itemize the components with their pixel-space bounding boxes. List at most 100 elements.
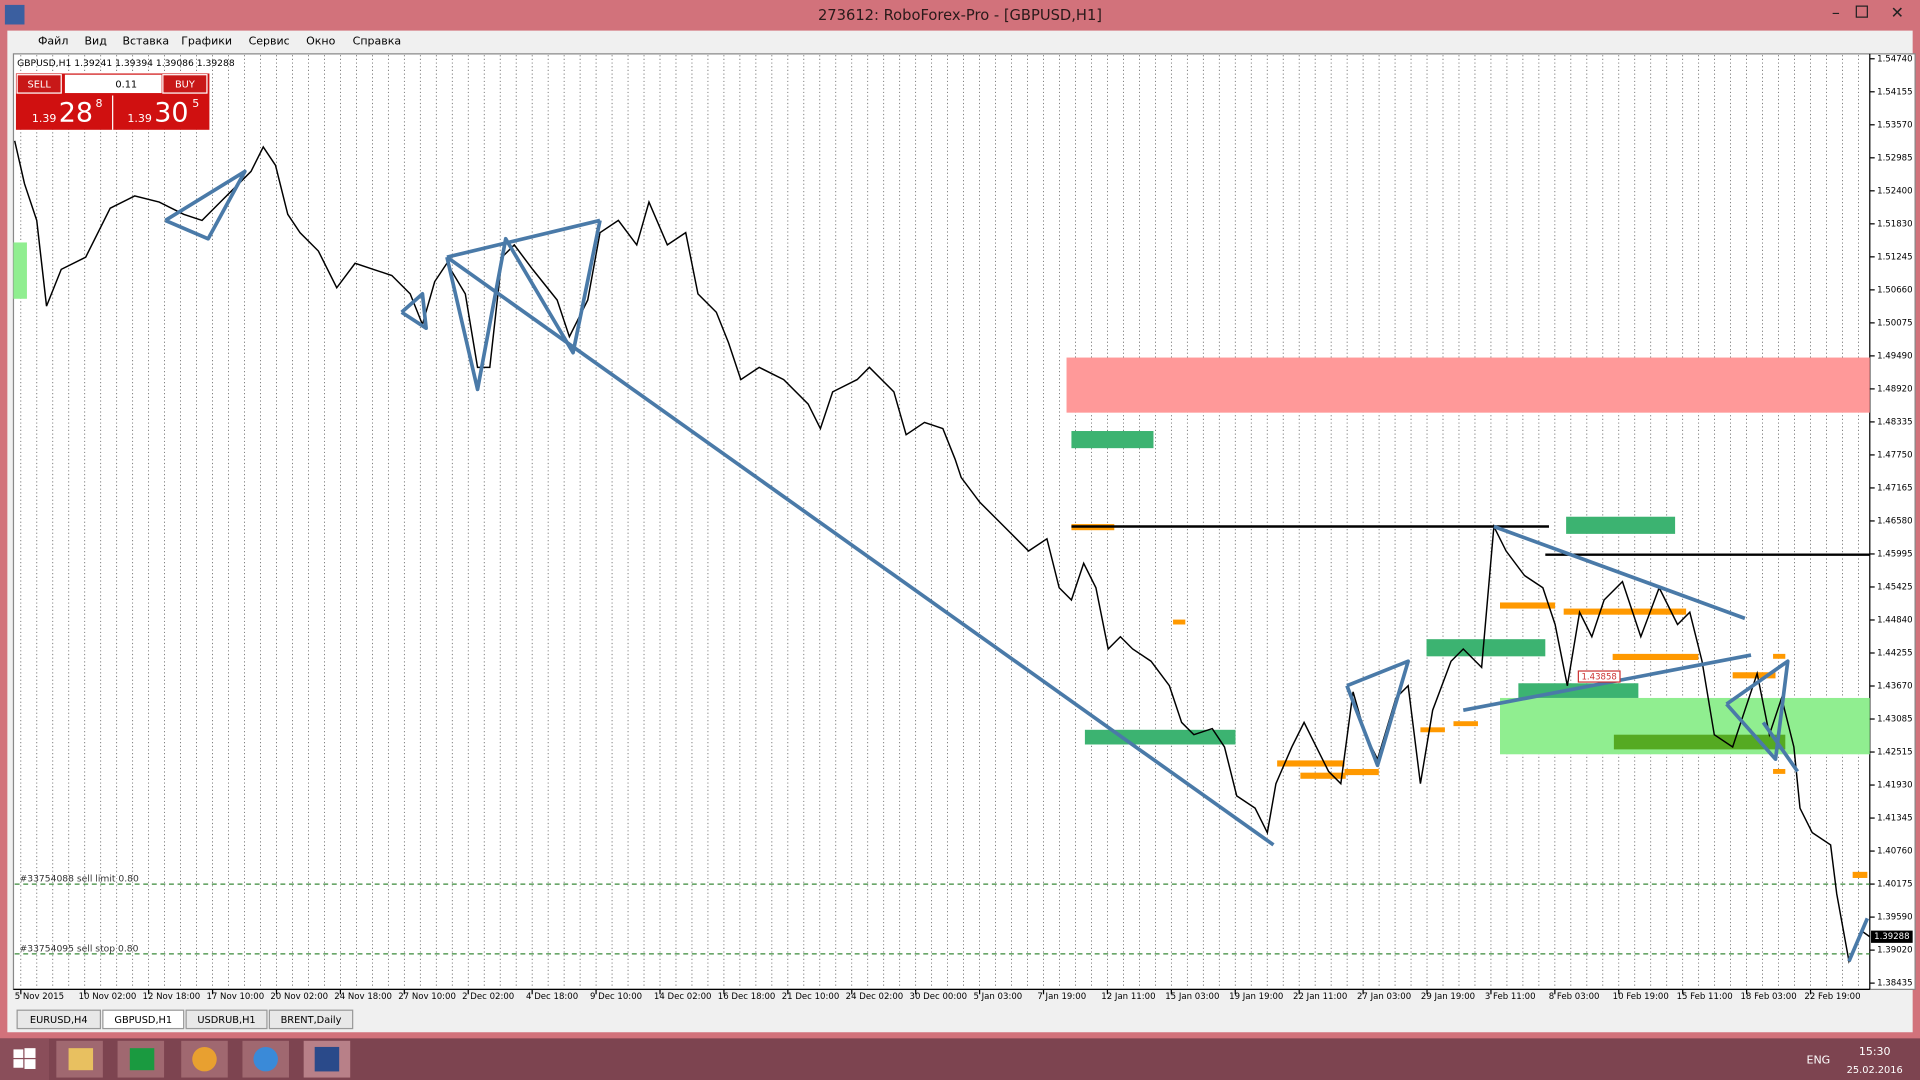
mt-icon <box>314 1046 340 1072</box>
date-label: 5 Nov 2015 <box>15 992 64 1002</box>
ask-small: 5 <box>192 97 199 110</box>
price-label: 1.48335 <box>1877 417 1912 427</box>
date-label: 8 Feb 03:00 <box>1549 992 1600 1002</box>
marker-box <box>1577 670 1621 683</box>
menu-item[interactable]: Справка <box>353 35 402 48</box>
zone-marker <box>13 242 27 299</box>
date-label: 22 Jan 11:00 <box>1293 992 1347 1002</box>
buy-button[interactable] <box>162 74 208 94</box>
menu-item[interactable]: Окно <box>306 35 336 48</box>
app-icon <box>4 4 25 25</box>
date-label: 24 Nov 18:00 <box>334 992 392 1002</box>
tab-label: USDRUB,H1 <box>197 1015 255 1026</box>
chart-header: GBPUSD,H1 1.39241 1.39394 1.39086 1.3928… <box>17 58 235 69</box>
menu-item[interactable]: Файл <box>38 35 68 48</box>
date-label: 9 Dec 10:00 <box>590 992 642 1002</box>
price-line <box>13 140 1871 964</box>
tab-label: BRENT,Daily <box>281 1015 342 1026</box>
menu-bar: Файл Вид Вставка Графики Сервис Окно Справка <box>38 35 401 48</box>
lot-value: 0.11 <box>115 79 137 90</box>
date-label: 5 Jan 03:00 <box>973 992 1022 1002</box>
sell-label: SELL <box>28 79 52 90</box>
bid-main: 28 <box>59 97 93 128</box>
menu-item[interactable]: Сервис <box>249 35 290 48</box>
price-label: 1.44840 <box>1877 615 1912 625</box>
price-label: 1.49490 <box>1877 351 1912 361</box>
trade-panel: SELL 0.11 BUY 1.39 28 8 1.39 30 5 <box>15 73 210 130</box>
date-label: 18 Feb 03:00 <box>1740 992 1796 1002</box>
price-label: 1.40175 <box>1877 880 1912 890</box>
date-label: 16 Dec 18:00 <box>718 992 776 1002</box>
price-label: 1.46580 <box>1877 516 1912 526</box>
time-axis: 5 Nov 2015 10 Nov 02:00 12 Nov 18:00 17 Nov… <box>15 989 1861 1002</box>
ask-big: 1.39 <box>127 112 152 125</box>
date-label: 15 Feb 11:00 <box>1677 992 1733 1002</box>
date-label: 12 Jan 11:00 <box>1101 992 1155 1002</box>
date-label: 10 Nov 02:00 <box>79 992 137 1002</box>
price-label: 1.45425 <box>1877 582 1912 592</box>
date-label: 21 Dec 10:00 <box>782 992 840 1002</box>
price-label: 1.39590 <box>1877 913 1912 923</box>
price-label: 1.53570 <box>1877 120 1912 130</box>
menu-item[interactable]: Вид <box>84 35 107 48</box>
bid-big: 1.39 <box>32 112 57 125</box>
order-label: #33754095 sell stop 0.80 <box>20 943 139 954</box>
date-label: 10 Feb 19:00 <box>1613 992 1669 1002</box>
price-label: 1.47750 <box>1877 450 1912 460</box>
close-button[interactable]: ✕ <box>1891 3 1904 22</box>
tab-label: EURUSD,H4 <box>30 1015 88 1026</box>
ask-main: 30 <box>154 97 188 128</box>
minimize-button[interactable]: – <box>1832 3 1840 22</box>
current-price-box <box>1871 930 1913 943</box>
menu-item[interactable]: Вставка <box>122 35 169 48</box>
date-label: 12 Nov 18:00 <box>143 992 201 1002</box>
resistance-zone <box>1066 357 1870 413</box>
price-label: 1.44255 <box>1877 648 1912 658</box>
date-label: 2 Dec 02:00 <box>462 992 514 1002</box>
bid-small: 8 <box>96 97 103 110</box>
clock-date[interactable]: 25.02.2016 <box>1847 1065 1903 1076</box>
start-logo <box>13 1048 36 1069</box>
maximize-button[interactable] <box>1855 5 1868 18</box>
date-label: 22 Feb 19:00 <box>1804 992 1860 1002</box>
price-label: 1.51830 <box>1877 219 1912 229</box>
date-label: 24 Dec 02:00 <box>846 992 904 1002</box>
price-label: 1.42515 <box>1877 748 1912 758</box>
tab[interactable] <box>185 1009 268 1030</box>
tab[interactable] <box>16 1009 102 1030</box>
price-label: 1.51245 <box>1877 252 1912 262</box>
lot-input[interactable] <box>64 74 162 94</box>
clock-time[interactable]: 15:30 <box>1859 1045 1891 1058</box>
sell-button[interactable] <box>16 74 62 94</box>
current-price: 1.39288 <box>1874 932 1909 942</box>
date-label: 3 Feb 11:00 <box>1485 992 1536 1002</box>
start-button[interactable] <box>0 1038 49 1080</box>
marker-label: 1.43858 <box>1581 673 1616 683</box>
store-icon <box>129 1048 155 1071</box>
tab[interactable] <box>268 1009 354 1030</box>
date-label: 29 Jan 19:00 <box>1421 992 1475 1002</box>
tab[interactable] <box>102 1009 185 1030</box>
date-label: 27 Nov 10:00 <box>398 992 456 1002</box>
price-label: 1.50075 <box>1877 318 1912 328</box>
price-label: 1.40760 <box>1877 847 1912 857</box>
tab-bar: EURUSD,H4 GBPUSD,H1 USDRUB,H1 BRENT,Daily <box>16 1009 354 1030</box>
date-label: 30 Dec 00:00 <box>910 992 968 1002</box>
folder-icon <box>68 1048 94 1071</box>
price-label: 1.54740 <box>1877 54 1912 64</box>
menu-item[interactable]: Графики <box>181 35 232 48</box>
tab-label: GBPUSD,H1 <box>114 1015 172 1026</box>
buy-label: BUY <box>175 79 195 90</box>
price-label: 1.39020 <box>1877 946 1912 956</box>
price-label: 1.41345 <box>1877 814 1912 824</box>
price-label: 1.41930 <box>1877 781 1912 791</box>
price-label: 1.54155 <box>1877 87 1912 97</box>
date-label: 20 Nov 02:00 <box>270 992 328 1002</box>
language[interactable]: ENG <box>1806 1053 1830 1066</box>
price-label: 1.52985 <box>1877 153 1912 163</box>
price-label: 1.43085 <box>1877 715 1912 725</box>
order-label: #33754088 sell limit 0.80 <box>20 874 139 885</box>
date-label: 27 Jan 03:00 <box>1357 992 1411 1002</box>
